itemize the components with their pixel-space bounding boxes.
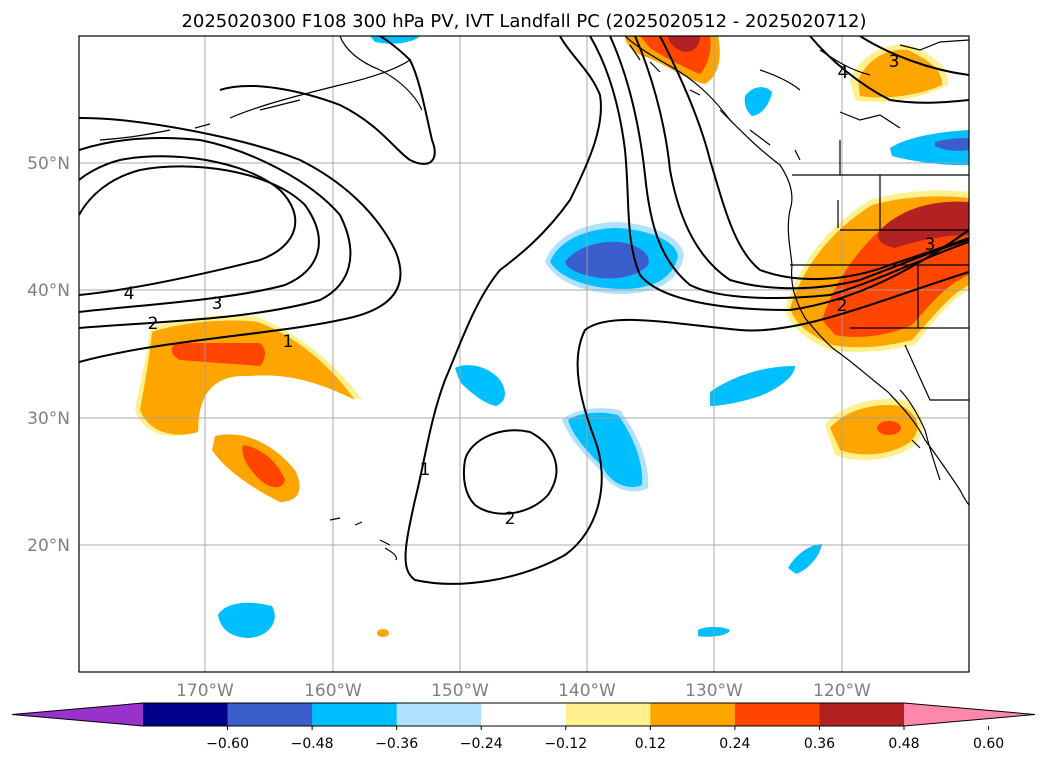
contour-label: 3 bbox=[889, 52, 900, 72]
map-title: 2025020300 F108 300 hPa PV, IVT Landfall… bbox=[181, 11, 866, 32]
lon-label: 130°W bbox=[685, 681, 743, 701]
positive-anomaly-west-coast-core-max bbox=[878, 201, 969, 248]
colorbar-tick-label: −0.36 bbox=[375, 736, 418, 752]
contour-label: 1 bbox=[283, 332, 294, 352]
colorbar-outline bbox=[11, 702, 1036, 727]
alaska-panhandle-coast bbox=[624, 36, 969, 506]
contour-label: 2 bbox=[505, 509, 516, 529]
hawaii bbox=[329, 517, 397, 561]
colorbar-extend-min bbox=[12, 703, 143, 726]
lat-label: 30°N bbox=[27, 409, 70, 429]
lon-label: 150°W bbox=[431, 681, 489, 701]
positive-anomaly-baja-inner bbox=[877, 421, 901, 435]
lon-label: 170°W bbox=[176, 681, 234, 701]
pv-contours bbox=[79, 36, 969, 585]
colorbar-segment bbox=[650, 703, 736, 726]
colorbar-tick-label: −0.60 bbox=[206, 736, 249, 752]
contour-label: 3 bbox=[212, 294, 223, 314]
positive-anomaly-small bbox=[377, 629, 389, 637]
negative-anomaly-south bbox=[218, 602, 275, 638]
colorbar-tick-label: 0.48 bbox=[888, 736, 919, 752]
colorbar-segment bbox=[481, 703, 567, 726]
pv-contour-4-east bbox=[634, 36, 969, 290]
lat-label: 50°N bbox=[27, 154, 70, 174]
lat-label: 20°N bbox=[27, 536, 70, 556]
negative-anomaly-north-pacific-inner bbox=[565, 241, 649, 279]
pv-contour-3-west bbox=[79, 165, 320, 313]
positive-anomaly-alaska-core bbox=[668, 36, 700, 52]
colorbar-segment bbox=[734, 703, 820, 726]
colorbar-tick-label: −0.12 bbox=[544, 736, 587, 752]
negative-anomaly-canada-inner bbox=[935, 138, 969, 151]
colorbar-extend-max bbox=[904, 703, 1035, 726]
negative-anomaly-alaska-coast bbox=[744, 87, 772, 116]
colorbar: −0.60 −0.48 −0.36 −0.24 −0.12 0.12 0.24 0.36 0.4… bbox=[11, 702, 1036, 752]
positive-anomaly-baja-core bbox=[830, 404, 918, 455]
pv-contour-4-west bbox=[79, 155, 297, 296]
colorbar-tick-label: 0.12 bbox=[635, 736, 666, 752]
pv-contour-5-east bbox=[659, 36, 969, 281]
lon-label: 160°W bbox=[304, 681, 362, 701]
coastlines bbox=[99, 36, 969, 561]
colorbar-segment bbox=[312, 703, 398, 726]
contour-label: 1 bbox=[420, 460, 431, 480]
contour-label: 4 bbox=[838, 63, 849, 83]
colorbar-tick-label: 0.24 bbox=[719, 736, 750, 752]
colorbar-segment bbox=[227, 703, 313, 726]
pv-contour-1-north-lobe bbox=[219, 36, 436, 165]
colorbar-segment bbox=[565, 703, 651, 726]
pv-contour-1-main bbox=[404, 36, 969, 585]
longitude-labels: 170°W 160°W 150°W 140°W 130°W 120°W bbox=[176, 681, 871, 701]
canada-province-lines bbox=[839, 111, 901, 175]
contour-label: 2 bbox=[148, 314, 159, 334]
shaded-anomalies bbox=[135, 36, 969, 638]
state-borders bbox=[790, 175, 969, 401]
lon-label: 120°W bbox=[813, 681, 871, 701]
colorbar-segment bbox=[819, 703, 905, 726]
map-frame bbox=[78, 35, 970, 673]
contour-label: 3 bbox=[925, 235, 936, 255]
negative-anomaly-hawaii-north bbox=[455, 365, 505, 406]
negative-anomaly-canada bbox=[890, 130, 969, 166]
positive-anomaly-central-inner bbox=[242, 445, 285, 488]
pv-contour-2-cutoff bbox=[462, 429, 558, 515]
negative-anomaly-east-pacific bbox=[710, 366, 795, 406]
pv-contour-3-east bbox=[609, 36, 969, 299]
contour-label: 2 bbox=[837, 296, 848, 316]
pv-contour-2-west bbox=[79, 137, 352, 329]
colorbar-segment bbox=[396, 703, 482, 726]
colorbar-segment bbox=[143, 703, 229, 726]
pv-contour-ne bbox=[809, 36, 969, 104]
negative-anomaly-mexico bbox=[788, 544, 822, 574]
colorbar-tick-label: −0.48 bbox=[291, 736, 334, 752]
lat-label: 40°N bbox=[27, 281, 70, 301]
contour-label: 4 bbox=[124, 284, 135, 304]
latitude-labels: 50°N 40°N 30°N 20°N bbox=[27, 154, 70, 556]
pv-contour-1-west bbox=[79, 117, 402, 363]
colorbar-tick-label: 0.36 bbox=[804, 736, 835, 752]
british-columbia-islands bbox=[629, 44, 801, 161]
colorbar-tick-label: 0.60 bbox=[973, 736, 1004, 752]
alaska-coast bbox=[99, 36, 423, 141]
colorbar-tick-label: −0.24 bbox=[460, 736, 503, 752]
pv-contour-labels: 4 3 2 1 1 2 2 3 3 4 bbox=[124, 52, 936, 529]
positive-anomaly-west-inner bbox=[171, 343, 265, 366]
baja-coast bbox=[899, 389, 941, 481]
pv-contour-2-east bbox=[589, 36, 969, 312]
positive-anomaly-northeast-core bbox=[858, 49, 943, 98]
map-area: 4 3 2 1 1 2 2 3 3 4 bbox=[78, 35, 970, 673]
lon-label: 140°W bbox=[558, 681, 616, 701]
